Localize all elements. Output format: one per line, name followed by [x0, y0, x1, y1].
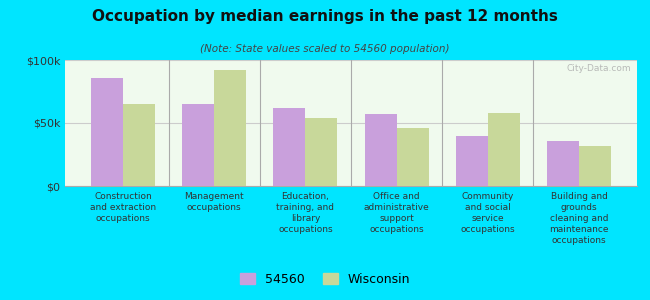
- Bar: [579, 146, 611, 186]
- Bar: [306, 118, 337, 186]
- Text: City-Data.com: City-Data.com: [567, 64, 631, 73]
- Text: (Note: State values scaled to 54560 population): (Note: State values scaled to 54560 popu…: [200, 44, 450, 53]
- Bar: [365, 114, 396, 186]
- Legend: 54560, Wisconsin: 54560, Wisconsin: [235, 268, 415, 291]
- Bar: [91, 78, 123, 186]
- Bar: [274, 108, 305, 186]
- Bar: [396, 128, 428, 186]
- Bar: [123, 104, 155, 186]
- Bar: [488, 113, 520, 186]
- Bar: [182, 104, 214, 186]
- Bar: [456, 136, 488, 186]
- Bar: [547, 141, 579, 186]
- Text: Occupation by median earnings in the past 12 months: Occupation by median earnings in the pas…: [92, 9, 558, 24]
- Bar: [214, 70, 246, 186]
